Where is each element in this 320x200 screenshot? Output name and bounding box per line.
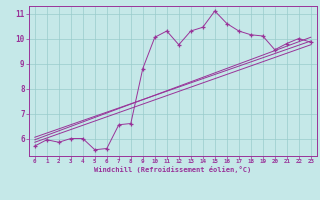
X-axis label: Windchill (Refroidissement éolien,°C): Windchill (Refroidissement éolien,°C) xyxy=(94,166,252,173)
